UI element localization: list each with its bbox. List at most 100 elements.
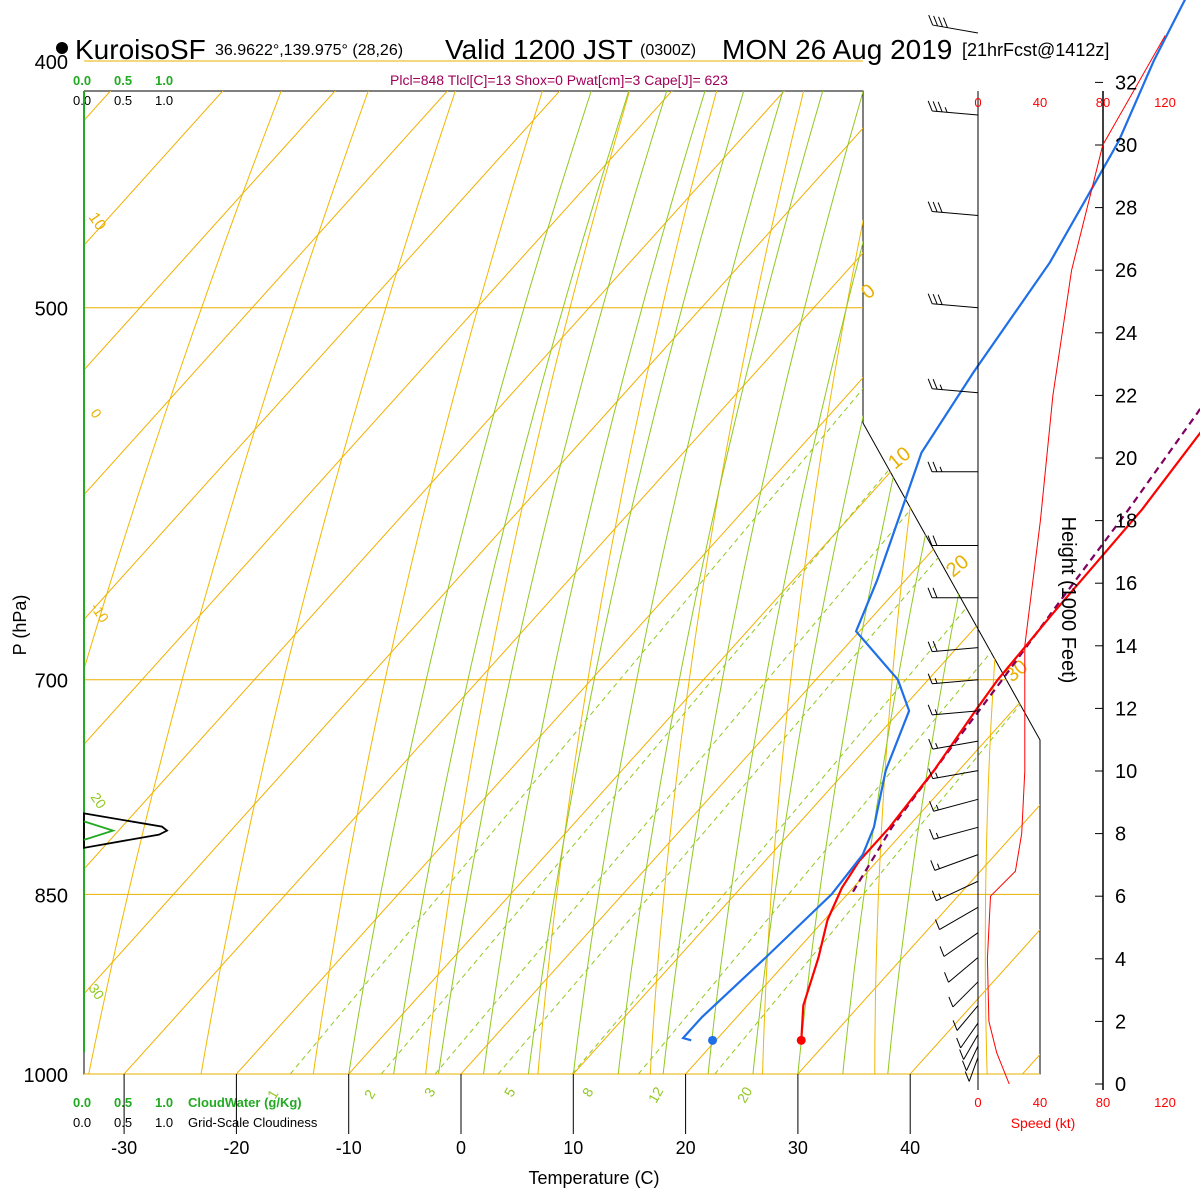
temperature-tick-label: 30 xyxy=(788,1138,808,1158)
wind-barb-flag xyxy=(927,293,933,304)
wind-barb-flag xyxy=(927,378,933,389)
isotherm-line xyxy=(84,91,534,1074)
pressure-tick-label: 1000 xyxy=(24,1065,69,1087)
cloudiness-scale-label-2: 1.0 xyxy=(155,93,173,108)
isotherm-line xyxy=(84,91,1040,1074)
parcel-curve xyxy=(852,407,1200,893)
wind-barb-half-flag xyxy=(939,466,943,472)
cloud-profile xyxy=(83,812,169,849)
cloudwater-bottom-label-0: 0.0 xyxy=(73,1095,91,1110)
height-tick-label: 28 xyxy=(1115,198,1137,220)
wind-barb-half-flag xyxy=(939,384,943,390)
wind-barb-shaft xyxy=(932,24,979,34)
temperature-tick-label: 0 xyxy=(456,1138,466,1158)
wind-barb-flag xyxy=(931,890,937,901)
isotherm-line xyxy=(84,91,1040,1074)
height-tick-label: 8 xyxy=(1115,824,1126,846)
wind-barb-flag xyxy=(932,535,938,546)
dry-adiabat-line xyxy=(646,91,964,1074)
pressure-tick-label: 500 xyxy=(35,299,68,321)
temperature-curve xyxy=(800,431,1200,1041)
mixing-ratio-label: 3 xyxy=(421,1085,439,1100)
wind-barb-shaft xyxy=(932,303,979,309)
height-tick-label: 32 xyxy=(1115,72,1137,94)
cloudwater-scale-label-1: 0.5 xyxy=(114,73,132,88)
temperature-tick-label: 10 xyxy=(563,1138,583,1158)
wind-barb-shaft xyxy=(933,798,979,812)
dry-adiabat-label: 0 xyxy=(857,280,880,304)
wind-barb-flag xyxy=(927,100,933,112)
isotherm-label: 0 xyxy=(88,406,106,422)
cloudwater-scale-label-0: 0.0 xyxy=(73,73,91,88)
moist-adiabat-line xyxy=(566,91,970,1074)
mixing-ratio-label: 8 xyxy=(579,1085,597,1100)
wind-barb-shaft xyxy=(963,1034,979,1060)
wind-barb-flag xyxy=(938,16,944,27)
wind-barb-flag xyxy=(932,641,938,652)
mixing-ratio-line xyxy=(571,91,1040,1074)
height-tick-label: 2 xyxy=(1115,1011,1126,1033)
isotherm-label: -10 xyxy=(88,600,113,626)
wind-barb-flag xyxy=(943,17,948,28)
height-tick-label: 26 xyxy=(1115,260,1137,282)
isotherm-line xyxy=(84,91,1040,1074)
cloudwater-bottom-label-1: 0.5 xyxy=(114,1095,132,1110)
wind-barb-shaft xyxy=(943,932,979,957)
isotherm-line xyxy=(84,91,1040,1074)
wind-barbs xyxy=(927,14,979,1082)
isotherm-line xyxy=(84,91,310,1074)
wind-barb-shaft xyxy=(934,854,979,871)
cloudiness-scale-label-1: 0.5 xyxy=(114,93,132,108)
wind-barb-half-flag xyxy=(935,772,939,778)
speed-tick-bottom-3: 120 xyxy=(1154,1095,1176,1110)
height-tick-label: 4 xyxy=(1115,949,1126,971)
wind-barb-flag xyxy=(956,1037,962,1049)
dry-adiabat-line xyxy=(533,91,889,1074)
forecast-info: [21hrFcst@1412z] xyxy=(962,40,1109,60)
height-tick-label: 16 xyxy=(1115,573,1137,595)
wind-barb-flag xyxy=(932,101,938,112)
isotherm-line xyxy=(84,91,871,1074)
dry-adiabat-line xyxy=(419,91,813,1074)
wind-barb-flag xyxy=(932,379,938,390)
temperature-tick-label: -10 xyxy=(336,1138,362,1158)
station-coords: 36.9622°,139.975° (28,26) xyxy=(215,42,403,59)
height-tick-label: 14 xyxy=(1115,636,1137,658)
surface-dewpoint-marker xyxy=(708,1035,718,1045)
height-tick-label: 10 xyxy=(1115,761,1137,783)
mixing-ratio-label: 5 xyxy=(501,1085,519,1100)
wind-barb-shaft xyxy=(939,906,979,930)
wind-barb-shaft xyxy=(932,211,979,217)
moist-adiabat-line xyxy=(882,91,1040,1074)
speed-tick-bottom-2: 80 xyxy=(1096,1095,1110,1110)
wind-barb-shaft xyxy=(948,957,979,983)
height-tick-label: 12 xyxy=(1115,698,1137,720)
wind-barb-shaft xyxy=(932,740,979,750)
wind-barb-flag xyxy=(932,461,938,472)
wind-barb-shaft xyxy=(952,981,979,1008)
wind-barb-flag xyxy=(933,15,939,27)
surface-temperature-marker xyxy=(796,1035,806,1045)
mixing-ratio-line xyxy=(434,91,1040,1074)
wind-barb-flag xyxy=(928,768,934,779)
mixing-ratio-label: 12 xyxy=(645,1084,667,1106)
valid-utc: (0300Z) xyxy=(640,42,696,59)
isobars xyxy=(84,60,1040,1075)
cloudiness-shape xyxy=(83,812,169,849)
y-axis-label: P (hPa) xyxy=(10,595,30,656)
wind-barb-shaft xyxy=(936,880,979,902)
wind-barb-half-flag xyxy=(934,709,938,715)
cloudwater-legend: CloudWater (g/Kg) xyxy=(188,1095,302,1110)
temperature-tick-label: 40 xyxy=(900,1138,920,1158)
station-marker-dot xyxy=(56,42,68,54)
plot-frame xyxy=(83,90,1041,1075)
height-tick-label: 6 xyxy=(1115,886,1126,908)
speed-axis-label: Speed (kt) xyxy=(1011,1115,1076,1131)
moist-adiabat-line xyxy=(837,91,1040,1074)
height-tick-label: 22 xyxy=(1115,385,1137,407)
height-axis-label: Height (1000 Feet) xyxy=(1057,517,1079,684)
wind-barb-flag xyxy=(927,461,933,472)
moist-adiabat-line xyxy=(611,91,1007,1074)
mixing-ratio-line xyxy=(289,91,1040,1074)
